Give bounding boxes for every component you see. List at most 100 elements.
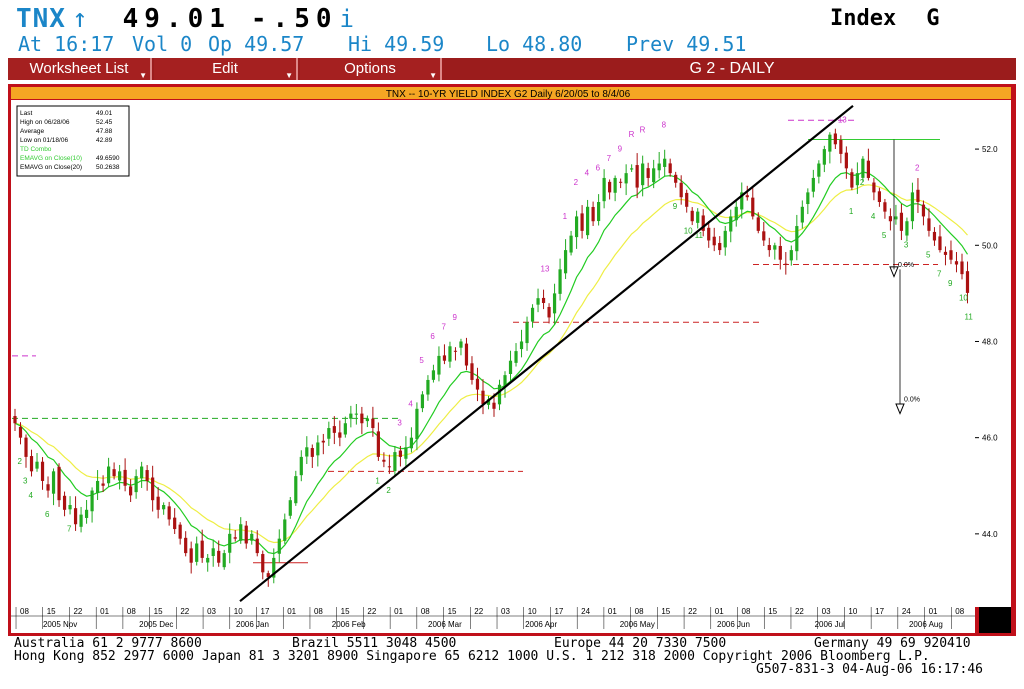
y-axis-area bbox=[975, 100, 1011, 607]
legend-value: 52.45 bbox=[96, 119, 113, 126]
x-tick-label: 10 bbox=[234, 607, 243, 616]
x-month-label: 2006 Apr bbox=[525, 620, 557, 629]
td-count-label: 11 bbox=[695, 231, 704, 240]
x-tick-label: 22 bbox=[474, 607, 483, 616]
candle-body bbox=[217, 550, 221, 563]
options-menu-label: Options bbox=[344, 60, 396, 77]
candle-body bbox=[211, 548, 215, 557]
td-count-label: R bbox=[640, 125, 646, 134]
candle-body bbox=[580, 213, 584, 231]
candle-body bbox=[965, 271, 970, 293]
candle-body bbox=[861, 158, 865, 178]
candle-body bbox=[415, 408, 419, 440]
candlestick-chart[interactable]: TNX -- 10-YR YIELD INDEX G2 Daily 6/20/0… bbox=[8, 84, 1016, 636]
security-type-label: Index bbox=[830, 6, 897, 31]
candle-body bbox=[630, 168, 634, 170]
candle-body bbox=[310, 448, 314, 457]
footer-contacts: Hong Kong 852 2977 6000 Japan 81 3 3201 … bbox=[14, 649, 930, 664]
x-month-label: 2006 Mar bbox=[428, 620, 462, 629]
overlays: 0.0% 0.0% bbox=[239, 104, 920, 603]
candle-body bbox=[608, 181, 612, 193]
x-tick-label: 22 bbox=[180, 607, 189, 616]
candle-body bbox=[404, 447, 408, 459]
candle-body bbox=[349, 413, 353, 419]
x-tick-label: 10 bbox=[848, 607, 857, 616]
td-count-label: 3 bbox=[23, 476, 28, 485]
candle-body bbox=[13, 416, 17, 424]
td-count-label: 2 bbox=[386, 486, 391, 495]
candle-body bbox=[459, 341, 463, 348]
candle-body bbox=[789, 250, 793, 261]
candle-body bbox=[844, 152, 848, 169]
function-title: G 2 - DAILY bbox=[689, 60, 775, 77]
legend-label: Average bbox=[20, 128, 44, 135]
info-icon[interactable]: i bbox=[339, 5, 355, 33]
candle-body bbox=[162, 505, 166, 510]
x-tick-label: 08 bbox=[742, 607, 751, 616]
y-tick-label: 46.0 bbox=[982, 434, 998, 443]
candle-body bbox=[530, 307, 535, 322]
ema10-line bbox=[14, 171, 969, 555]
candle-body bbox=[354, 413, 358, 415]
down-arrow-icon bbox=[889, 266, 899, 278]
candle-body bbox=[905, 221, 909, 236]
candle-body bbox=[503, 375, 507, 387]
x-tick-label: 15 bbox=[661, 607, 670, 616]
candle-body bbox=[288, 500, 292, 516]
candle-body bbox=[398, 450, 403, 457]
x-month-label: 2006 Jun bbox=[717, 620, 750, 629]
candle-body bbox=[927, 218, 931, 231]
candle-body bbox=[68, 505, 72, 510]
candle-body bbox=[828, 134, 832, 152]
candle-body bbox=[420, 394, 425, 409]
candle-body bbox=[387, 466, 391, 468]
edit-menu-button[interactable]: Edit ▼ bbox=[154, 58, 298, 80]
td-count-label: 7 bbox=[937, 270, 942, 279]
candle-body bbox=[255, 538, 259, 554]
footer-germany: Germany 49 69 920410 bbox=[814, 636, 971, 651]
x-tick-label: 08 bbox=[955, 607, 964, 616]
candle-body bbox=[365, 418, 369, 422]
candle-body bbox=[79, 514, 83, 527]
options-menu-button[interactable]: Options ▼ bbox=[300, 58, 442, 80]
worksheet-list-button[interactable]: Worksheet List ▼ bbox=[8, 58, 152, 80]
candle-body bbox=[585, 206, 590, 236]
candle-body bbox=[657, 163, 661, 171]
td-count-label: 7 bbox=[607, 154, 612, 163]
candle-body bbox=[569, 235, 573, 253]
candle-body bbox=[189, 548, 193, 563]
td-count-label: 1 bbox=[563, 212, 568, 221]
td-count-label: 4 bbox=[29, 491, 34, 500]
candle-body bbox=[822, 149, 826, 165]
candle-body bbox=[239, 524, 243, 541]
legend-label: EMAVG on Close(10) bbox=[20, 155, 82, 162]
candle-body bbox=[222, 553, 226, 568]
candle-body bbox=[701, 215, 705, 231]
candle-body bbox=[943, 251, 948, 255]
candle-body bbox=[514, 351, 518, 363]
footer-brazil: Brazil 5511 3048 4500 bbox=[292, 636, 457, 651]
candle-body bbox=[641, 163, 645, 186]
td-count-label: 4 bbox=[871, 212, 876, 221]
quote-high: Hi 49.59 bbox=[348, 32, 445, 56]
td-count-label: 9 bbox=[948, 279, 953, 288]
x-tick-label: 01 bbox=[608, 607, 617, 616]
quote-time: At 16:17 bbox=[18, 32, 115, 56]
security-type: Index G bbox=[830, 6, 939, 31]
candle-body bbox=[729, 216, 733, 232]
projection-pct: 0.0% bbox=[904, 397, 920, 404]
candle-body bbox=[244, 525, 248, 544]
candle-body bbox=[949, 250, 953, 260]
x-tick-label: 03 bbox=[207, 607, 216, 616]
td-count-label: 5 bbox=[926, 250, 931, 259]
candle-body bbox=[332, 426, 336, 433]
td-count-label: 10 bbox=[959, 294, 968, 303]
candle-body bbox=[817, 163, 821, 177]
candle-body bbox=[597, 202, 601, 222]
td-count-label: 5 bbox=[882, 231, 887, 240]
candle-body bbox=[954, 261, 959, 265]
footer-australia: Australia 61 2 9777 8600 bbox=[14, 636, 202, 651]
td-count-label: 7 bbox=[441, 322, 446, 331]
moving-averages bbox=[14, 171, 969, 555]
x-tick-label: 24 bbox=[581, 607, 590, 616]
